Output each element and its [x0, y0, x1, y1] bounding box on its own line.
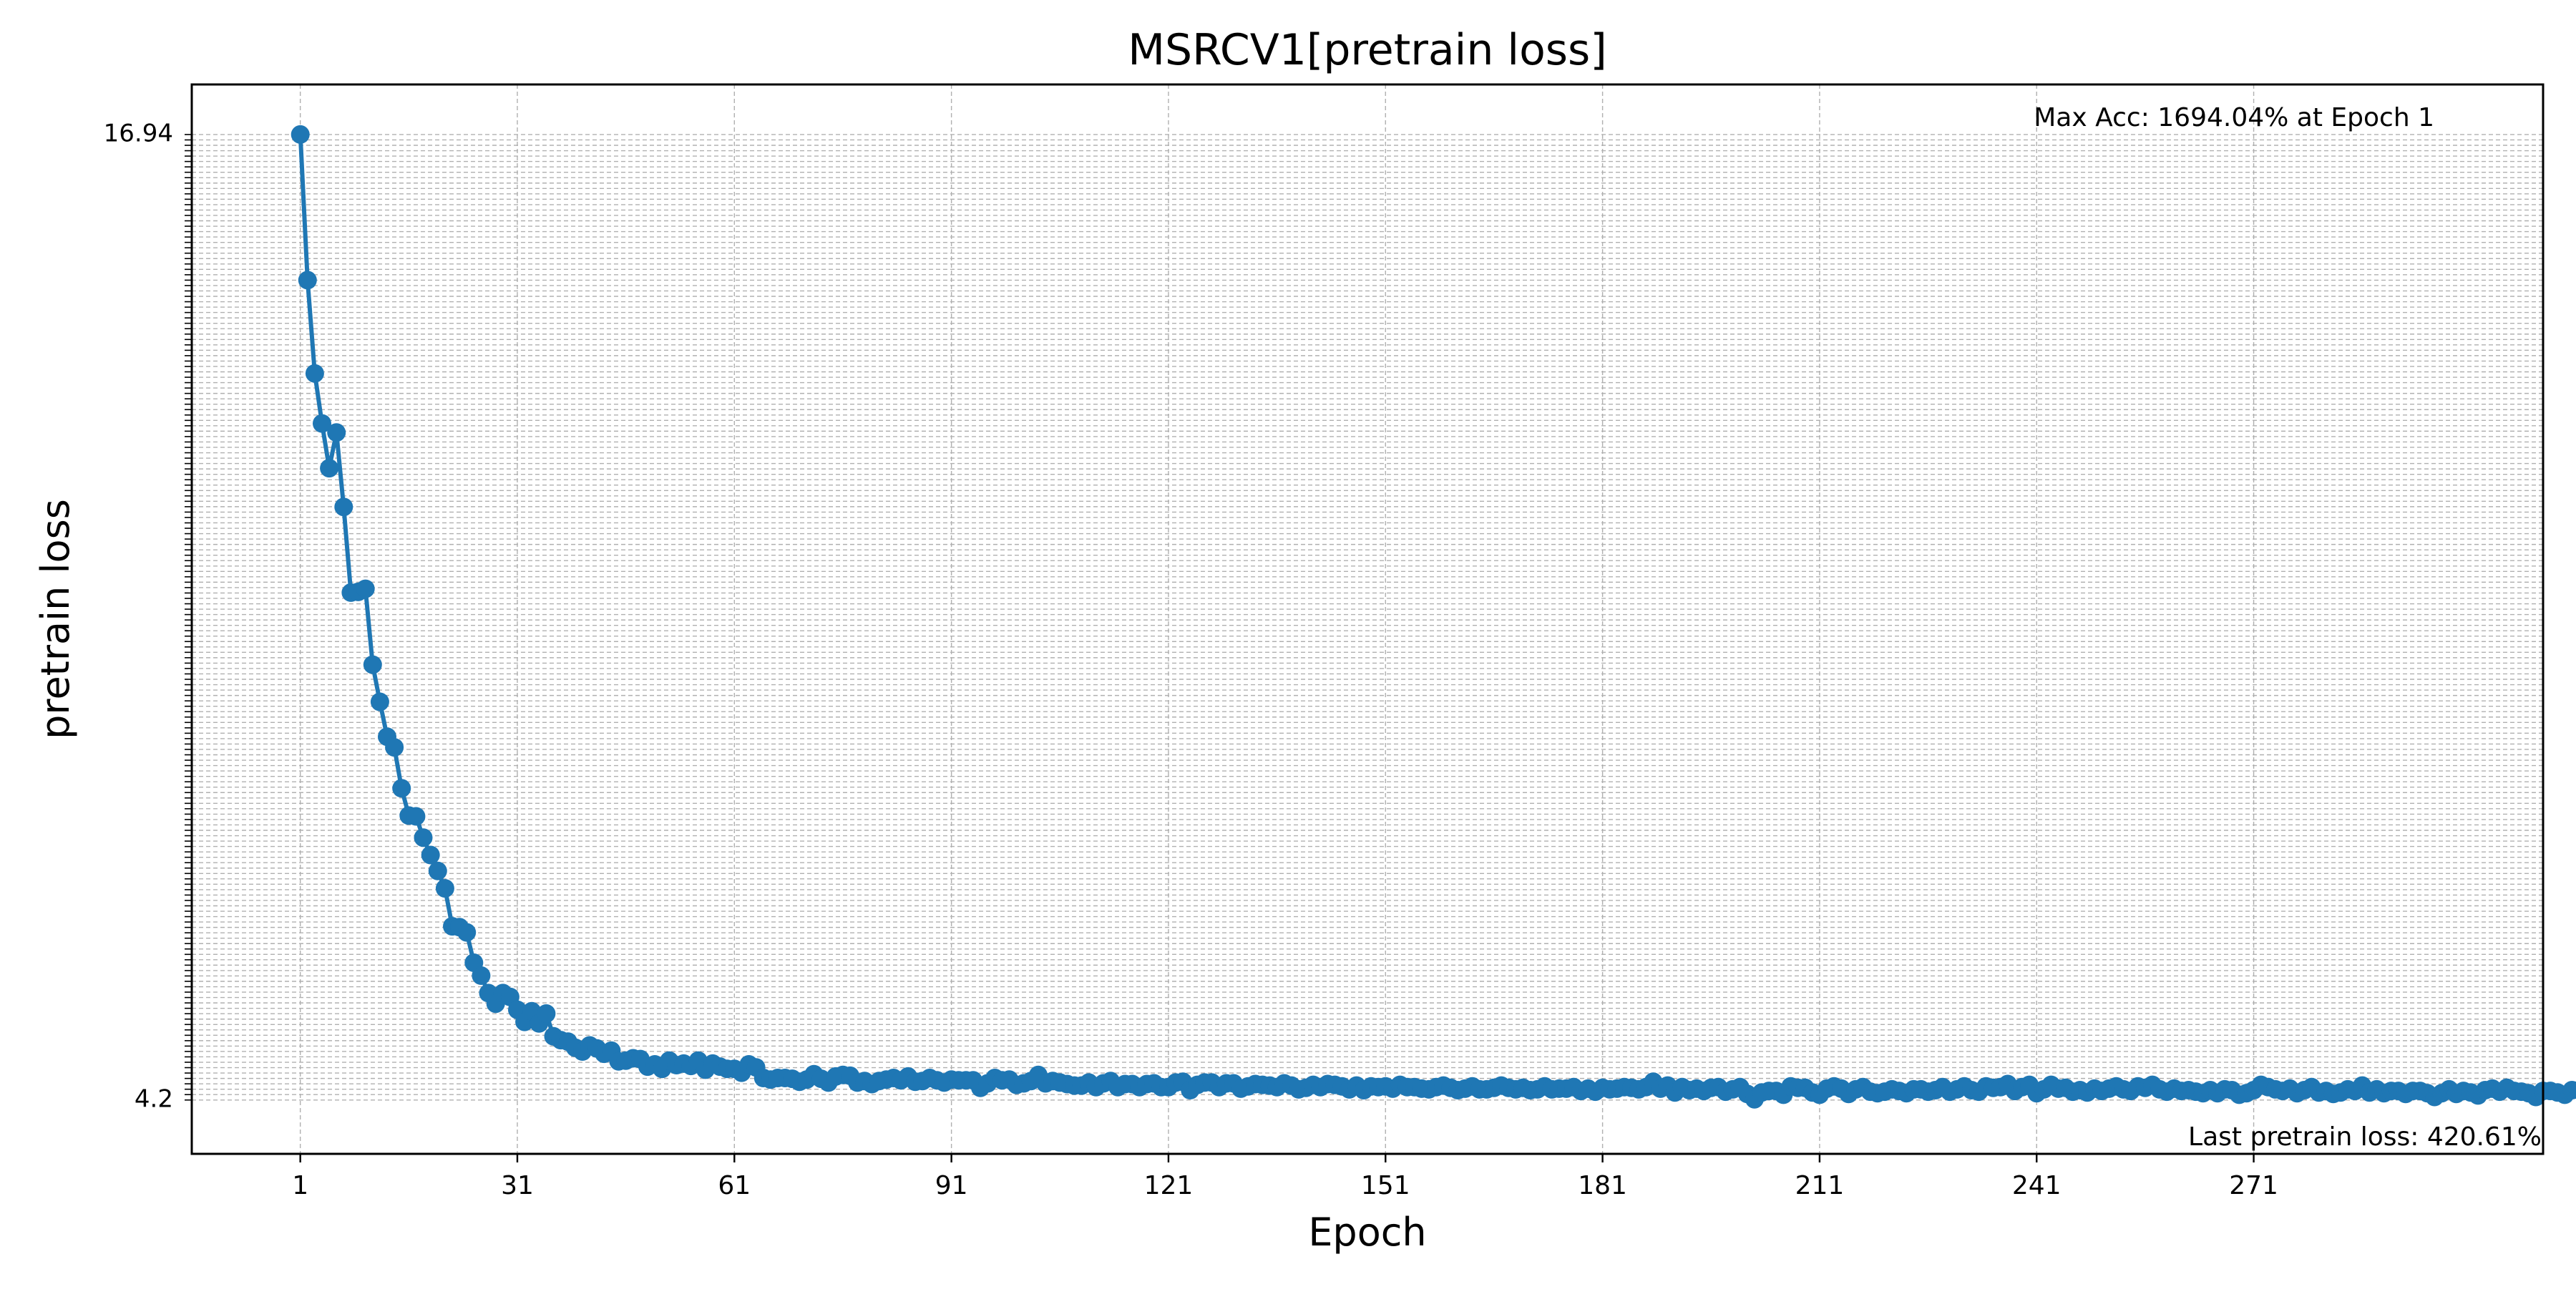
- data-point: [392, 779, 411, 798]
- x-axis-label: Epoch: [1308, 1210, 1426, 1255]
- y-grid: [192, 134, 2543, 1101]
- x-tick-label: 241: [2012, 1171, 2062, 1200]
- data-point: [305, 364, 324, 383]
- x-tick-label: 271: [2229, 1171, 2278, 1200]
- data-point: [334, 497, 353, 517]
- chart-title: MSRCV1[pretrain loss]: [1128, 25, 1606, 75]
- data-point: [2570, 1081, 2576, 1099]
- data-point: [298, 271, 317, 290]
- y-axis-label: pretrain loss: [33, 499, 78, 739]
- data-point: [320, 459, 339, 478]
- data-point: [356, 579, 375, 598]
- x-grid: [299, 84, 2255, 1154]
- data-point: [428, 861, 447, 880]
- x-tick-label: 151: [1361, 1171, 1410, 1200]
- data-point: [414, 828, 433, 847]
- x-tick-label: 181: [1578, 1171, 1627, 1200]
- series-points: [291, 125, 2576, 1109]
- data-point: [291, 125, 310, 144]
- data-point: [385, 738, 404, 757]
- data-point: [457, 923, 477, 942]
- last-annotation: Last pretrain loss: 420.61%: [2188, 1122, 2542, 1152]
- x-tick-label: 211: [1795, 1171, 1845, 1200]
- y-tick-label-bottom: 4.2: [135, 1084, 173, 1113]
- x-axis-ticks: 1 31 61 91 121 151 181 211 241 271: [292, 1154, 2278, 1200]
- data-point: [313, 414, 331, 433]
- x-tick-label: 91: [935, 1171, 968, 1200]
- y-axis-ticks: [185, 134, 192, 1101]
- x-tick-label: 1: [292, 1171, 308, 1200]
- series-layer: [291, 125, 2576, 1109]
- data-point: [435, 879, 454, 898]
- data-point: [406, 807, 426, 826]
- x-tick-label: 31: [501, 1171, 534, 1200]
- x-tick-label: 121: [1144, 1171, 1194, 1200]
- plot-frame: [190, 83, 2545, 1155]
- data-point: [472, 966, 491, 985]
- data-point: [327, 423, 346, 442]
- data-point: [363, 655, 382, 674]
- y-tick-label-top: 16.94: [104, 119, 173, 147]
- max-annotation: Max Acc: 1694.04% at Epoch 1: [2034, 103, 2434, 132]
- data-point: [537, 1004, 556, 1023]
- data-point: [421, 845, 440, 865]
- data-point: [370, 692, 389, 711]
- x-tick-label: 61: [718, 1171, 751, 1200]
